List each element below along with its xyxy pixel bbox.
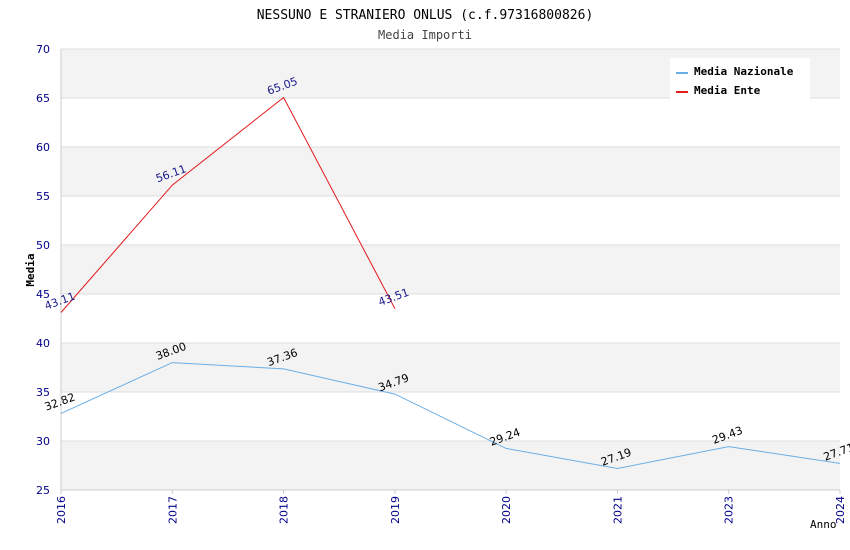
x-tick-labels: 2016 2017 2018 2019 2020 2021 2023 2024	[55, 496, 847, 524]
y-tick-label: 35	[36, 386, 50, 399]
chart-title: NESSUNO E STRANIERO ONLUS (c.f.973168008…	[257, 8, 594, 23]
y-tick-label: 60	[36, 141, 50, 154]
y-tick-labels: 25 30 35 40 45 50 55 60 65 70	[36, 43, 50, 497]
x-tick-label: 2023	[723, 496, 736, 524]
x-axis-label: Anno	[810, 518, 837, 531]
y-tick-label: 40	[36, 337, 50, 350]
y-tick-label: 70	[36, 43, 50, 56]
x-tick-label: 2020	[500, 496, 513, 524]
y-tick-label: 65	[36, 92, 50, 105]
grid-band	[61, 343, 840, 392]
y-axis-label: Media	[24, 253, 37, 286]
y-tick-label: 25	[36, 484, 50, 497]
legend: Media Nazionale Media Ente	[670, 58, 810, 102]
legend-label-nazionale: Media Nazionale	[694, 65, 794, 78]
grid-bands	[61, 49, 840, 490]
y-tick-label: 45	[36, 288, 50, 301]
chart-subtitle: Media Importi	[378, 28, 472, 42]
axes	[60, 49, 841, 494]
grid-band	[61, 441, 840, 490]
x-tick-label: 2017	[166, 496, 179, 524]
legend-label-ente: Media Ente	[694, 84, 761, 97]
grid-lines	[61, 48, 840, 491]
legend-box	[670, 58, 810, 102]
x-tick-label: 2021	[611, 496, 624, 524]
grid-band	[61, 147, 840, 196]
x-tick-label: 2018	[278, 496, 291, 524]
series-line-1	[60, 96, 396, 313]
y-tick-label: 50	[36, 239, 50, 252]
grid-band	[61, 245, 840, 294]
series-line-0	[60, 362, 841, 470]
x-tick-label: 2019	[389, 496, 402, 524]
y-tick-label: 30	[36, 435, 50, 448]
series-lines	[60, 96, 841, 470]
y-tick-label: 55	[36, 190, 50, 203]
x-tick-label: 2016	[55, 496, 68, 524]
x-tick-label: 2024	[834, 496, 847, 524]
